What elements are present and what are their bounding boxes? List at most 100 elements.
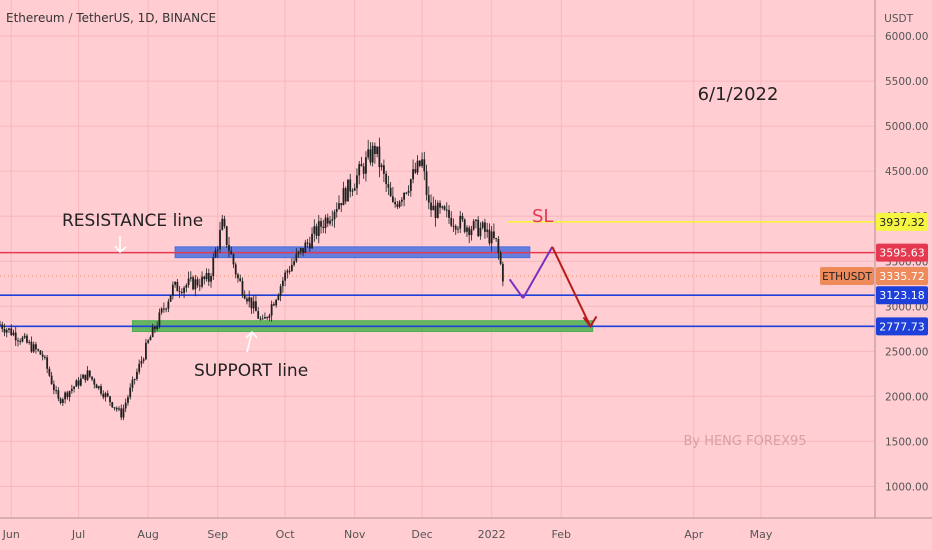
y-tick-label: 1000.00 (885, 481, 928, 493)
support-arrow (245, 330, 258, 353)
candle (205, 268, 208, 282)
projection-layer (508, 246, 598, 329)
candle (109, 395, 111, 406)
candle (214, 247, 217, 259)
candle (391, 186, 394, 203)
candle (75, 379, 78, 387)
watermark: By HENG FOREX95 (683, 434, 806, 449)
candle (221, 214, 224, 231)
candle (147, 339, 150, 344)
candle (490, 225, 493, 252)
time-axis[interactable]: Jun Jul Aug Sep Oct Nov Dec 2022 Feb Apr May (2, 528, 773, 541)
candle (358, 160, 361, 185)
candle (37, 348, 40, 352)
candle (371, 142, 374, 167)
candle (212, 253, 215, 280)
candle (369, 142, 372, 166)
candle (459, 210, 462, 234)
price-badge-text: 2777.73 (879, 320, 925, 333)
candle (466, 225, 468, 237)
candle (501, 261, 504, 287)
candle (14, 326, 17, 346)
candle (84, 374, 87, 383)
candle (477, 216, 480, 238)
x-tick-label: Nov (344, 528, 366, 541)
candle (44, 355, 46, 360)
y-tick-label: 2000.00 (885, 391, 928, 403)
candle (441, 205, 444, 210)
price-badges: 3937.32 3595.63 3335.72 3123.18 2777.73 ETHUS… (820, 212, 928, 336)
candle (160, 307, 163, 315)
candle (452, 218, 455, 232)
candle (448, 205, 450, 224)
candle (97, 385, 100, 391)
candle (52, 380, 55, 395)
grid-lines (0, 0, 875, 518)
x-tick-label: Aug (137, 528, 158, 541)
candle (421, 152, 423, 168)
candle (5, 328, 8, 338)
candle (133, 378, 136, 385)
candle (313, 219, 316, 242)
candle (176, 279, 179, 292)
symbol-title[interactable]: Ethereum / TetherUS, 1D, BINANCE (6, 11, 216, 25)
candle (219, 221, 221, 253)
y-tick-label: 4500.00 (885, 166, 928, 178)
price-badge-text: 3335.72 (879, 270, 925, 283)
candle (394, 197, 397, 208)
candle (400, 197, 403, 207)
projection-arrowhead (582, 315, 598, 329)
levels-layer (0, 221, 875, 328)
candle (246, 296, 248, 305)
candle (414, 162, 417, 175)
candle (165, 307, 168, 313)
symbol-badge-text: ETHUSDT (822, 271, 872, 283)
candle (284, 269, 287, 287)
candle (131, 376, 134, 392)
candle (290, 258, 293, 272)
x-tick-label: Apr (684, 528, 704, 541)
candle (55, 385, 58, 395)
candle (26, 333, 28, 344)
candle (434, 199, 437, 227)
candles-layer[interactable] (0, 137, 504, 421)
candle (445, 202, 448, 218)
candle (443, 205, 446, 211)
candle (378, 137, 381, 178)
candle (162, 302, 165, 313)
candle (46, 354, 49, 374)
candle (427, 186, 430, 210)
candle (68, 390, 71, 402)
candle (347, 179, 349, 202)
y-tick-label: 5000.00 (885, 121, 928, 133)
candle (493, 223, 495, 240)
candle (237, 272, 239, 283)
candle (412, 159, 414, 184)
candle (387, 175, 390, 196)
candle (64, 391, 67, 404)
candle (351, 188, 354, 197)
price-badge (876, 212, 928, 231)
candle (380, 163, 383, 171)
candle (495, 237, 498, 242)
candle (295, 248, 298, 263)
currency-label: USDT (884, 13, 913, 25)
candle (486, 222, 489, 238)
candle (104, 391, 107, 402)
candle (349, 173, 352, 198)
x-tick-label: Oct (276, 528, 296, 541)
x-tick-label: May (750, 528, 773, 541)
x-tick-label: Jun (2, 528, 20, 541)
candle (308, 236, 311, 252)
candle (439, 200, 441, 214)
y-tick-label: 5500.00 (885, 76, 928, 88)
candle (93, 377, 96, 389)
candle (255, 295, 257, 312)
candle (207, 268, 210, 286)
candle (48, 366, 51, 377)
candle (277, 293, 280, 301)
candle (66, 390, 69, 400)
candle (12, 329, 15, 337)
candle (149, 335, 152, 341)
